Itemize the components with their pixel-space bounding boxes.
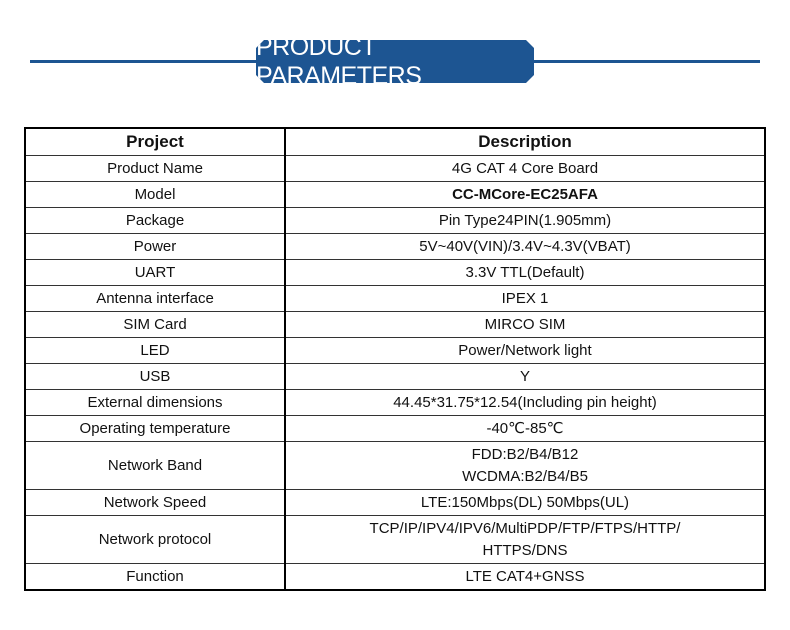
description-cell: LTE CAT4+GNSS [284,563,766,591]
project-cell: Model [24,181,286,208]
table-row: LED Power/Network light [24,337,766,364]
description-cell: LTE:150Mbps(DL) 50Mbps(UL) [284,489,766,516]
description-cell: CC-MCore-EC25AFA [284,181,766,208]
project-cell: UART [24,259,286,286]
project-cell: USB [24,363,286,390]
description-line: WCDMA:B2/B4/B5 [462,467,588,485]
description-cell: 5V~40V(VIN)/3.4V~4.3V(VBAT) [284,233,766,260]
header-project: Project [24,127,286,156]
table-row: Package Pin Type24PIN(1.905mm) [24,207,766,234]
divider-line-right [530,60,760,63]
description-line: HTTPS/DNS [482,541,568,559]
description-line: 3.3V TTL(Default) [465,263,585,281]
project-cell: Network Speed [24,489,286,516]
project-cell: External dimensions [24,389,286,416]
description-cell: 4G CAT 4 Core Board [284,155,766,182]
description-line: 44.45*31.75*12.54(Including pin height) [393,393,657,411]
description-line: -40℃-85℃ [486,419,564,437]
project-cell: Network protocol [24,515,286,564]
table-row: Model CC-MCore-EC25AFA [24,181,766,208]
description-cell: FDD:B2/B4/B12 WCDMA:B2/B4/B5 [284,441,766,490]
description-cell: IPEX 1 [284,285,766,312]
description-cell: Pin Type24PIN(1.905mm) [284,207,766,234]
table-row: Function LTE CAT4+GNSS [24,563,766,591]
project-cell: Power [24,233,286,260]
header-description: Description [284,127,766,156]
description-line: LTE:150Mbps(DL) 50Mbps(UL) [420,493,630,511]
table-row: External dimensions 44.45*31.75*12.54(Inc… [24,389,766,416]
divider-line-left [30,60,260,63]
description-line: IPEX 1 [501,289,549,307]
project-cell: Operating temperature [24,415,286,442]
description-line: TCP/IP/IPV4/IPV6/MultiPDP/FTP/FTPS/HTTP/ [369,519,681,537]
description-line: FDD:B2/B4/B12 [471,445,579,463]
project-cell: Antenna interface [24,285,286,312]
description-cell: TCP/IP/IPV4/IPV6/MultiPDP/FTP/FTPS/HTTP/… [284,515,766,564]
description-cell: 3.3V TTL(Default) [284,259,766,286]
table-row: Operating temperature -40℃-85℃ [24,415,766,442]
description-cell: 44.45*31.75*12.54(Including pin height) [284,389,766,416]
table-row: Network Speed LTE:150Mbps(DL) 50Mbps(UL) [24,489,766,516]
table-row: Network protocol TCP/IP/IPV4/IPV6/MultiPD… [24,515,766,564]
description-cell: Y [284,363,766,390]
table-row: USB Y [24,363,766,390]
description-line: CC-MCore-EC25AFA [452,185,598,203]
description-cell: MIRCO SIM [284,311,766,338]
table-row: Network Band FDD:B2/B4/B12 WCDMA:B2/B4/B5 [24,441,766,490]
description-cell: -40℃-85℃ [284,415,766,442]
table-row: UART 3.3V TTL(Default) [24,259,766,286]
project-cell: Function [24,563,286,591]
project-cell: Product Name [24,155,286,182]
parameters-table: Project Description Product Name 4G CAT 4… [24,127,766,591]
table-row: Product Name 4G CAT 4 Core Board [24,155,766,182]
project-cell: SIM Card [24,311,286,338]
table-row: Antenna interface IPEX 1 [24,285,766,312]
description-cell: Power/Network light [284,337,766,364]
description-line: 5V~40V(VIN)/3.4V~4.3V(VBAT) [419,237,631,255]
project-cell: Network Band [24,441,286,490]
description-line: 4G CAT 4 Core Board [451,159,599,177]
page-title: PRODUCT PARAMETERS [256,40,534,83]
table-row: Power 5V~40V(VIN)/3.4V~4.3V(VBAT) [24,233,766,260]
table-header: Project Description [24,127,766,156]
description-line: Power/Network light [458,341,592,359]
description-line: MIRCO SIM [484,315,566,333]
project-cell: LED [24,337,286,364]
table-row: SIM Card MIRCO SIM [24,311,766,338]
project-cell: Package [24,207,286,234]
description-line: LTE CAT4+GNSS [465,567,585,585]
description-line: Y [519,367,530,385]
description-line: Pin Type24PIN(1.905mm) [438,211,612,229]
